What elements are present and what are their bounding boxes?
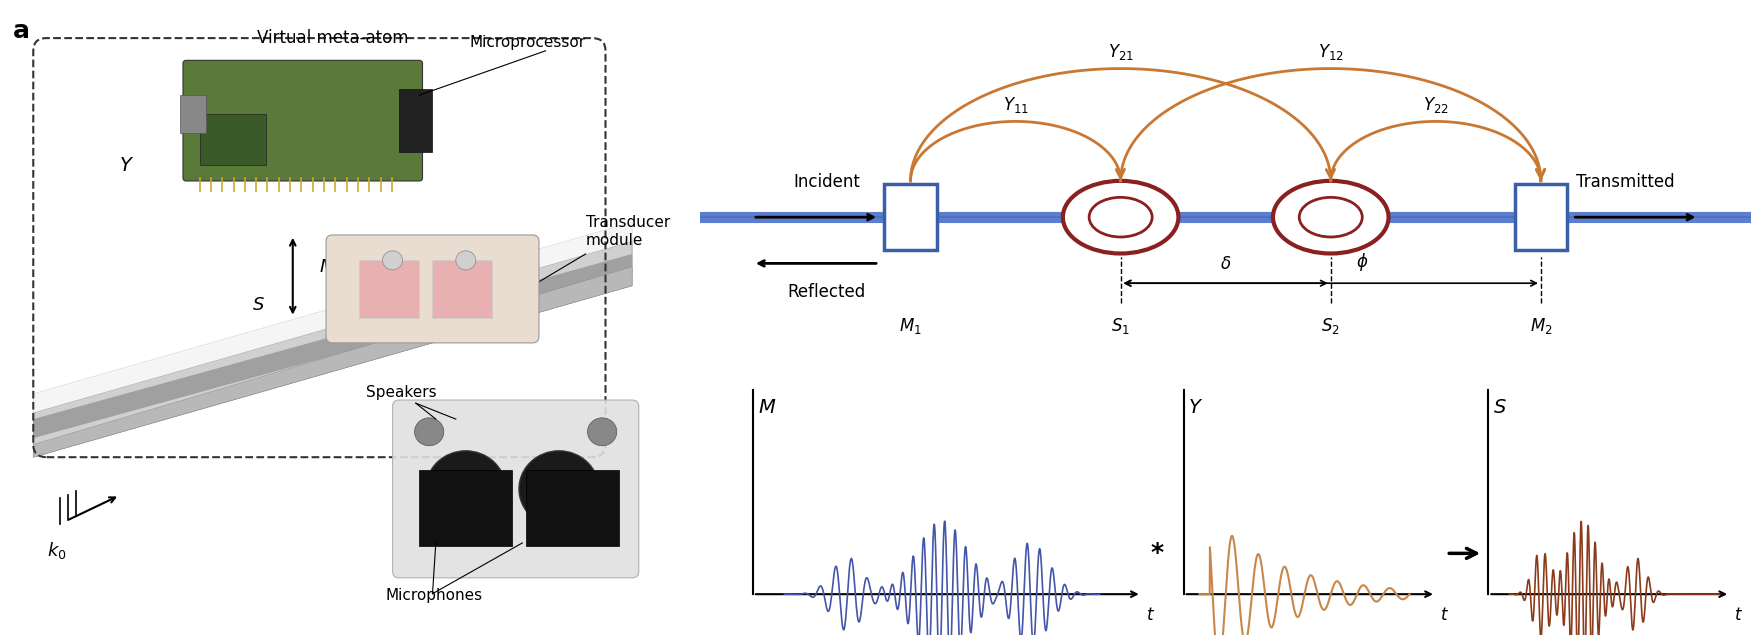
Text: $S_1$: $S_1$ [1112, 316, 1129, 336]
Text: Transducer
module: Transducer module [585, 215, 671, 248]
Circle shape [415, 418, 443, 446]
Polygon shape [33, 254, 632, 438]
Text: M: M [758, 398, 776, 417]
Circle shape [1063, 181, 1178, 253]
Polygon shape [33, 241, 632, 457]
Text: Microphones: Microphones [385, 588, 483, 603]
Text: Y: Y [119, 156, 131, 175]
Circle shape [518, 451, 599, 527]
Text: $Y_{11}$: $Y_{11}$ [1003, 95, 1028, 115]
Bar [180, 95, 207, 133]
Bar [418, 470, 513, 546]
Bar [200, 114, 266, 165]
Text: $Y_{12}$: $Y_{12}$ [1319, 42, 1343, 62]
Circle shape [1299, 197, 1362, 237]
Text: Reflected: Reflected [788, 283, 865, 301]
Text: Incident: Incident [793, 173, 860, 190]
Circle shape [425, 451, 506, 527]
Text: *: * [1150, 542, 1164, 565]
Polygon shape [33, 267, 632, 457]
FancyBboxPatch shape [184, 60, 422, 181]
Text: $M_2$: $M_2$ [1530, 316, 1551, 336]
Bar [399, 89, 432, 152]
Text: $Y_{22}$: $Y_{22}$ [1424, 95, 1448, 115]
FancyBboxPatch shape [392, 400, 639, 578]
Text: S: S [1494, 398, 1506, 417]
Circle shape [588, 418, 616, 446]
Text: Speakers: Speakers [366, 385, 436, 400]
Text: t: t [1441, 606, 1448, 624]
Text: a: a [14, 19, 30, 43]
Circle shape [1089, 197, 1152, 237]
Circle shape [455, 251, 476, 270]
Text: Microprocessor: Microprocessor [469, 35, 585, 50]
Text: t: t [1147, 606, 1154, 624]
Text: Transmitted: Transmitted [1576, 173, 1674, 190]
Text: $k_0$: $k_0$ [47, 540, 67, 561]
Bar [432, 260, 492, 318]
Bar [884, 184, 937, 250]
Text: $Y_{21}$: $Y_{21}$ [1108, 42, 1133, 62]
Circle shape [382, 251, 403, 270]
Bar [359, 260, 418, 318]
Text: t: t [1735, 606, 1742, 624]
Text: S: S [252, 296, 264, 314]
Text: Y: Y [1189, 398, 1201, 417]
Bar [1515, 184, 1567, 250]
Bar [525, 470, 618, 546]
Text: M: M [319, 258, 334, 276]
Text: $\phi$: $\phi$ [1355, 251, 1369, 273]
Text: Virtual meta-atom: Virtual meta-atom [257, 29, 408, 46]
Text: $\delta$: $\delta$ [1220, 255, 1231, 273]
FancyBboxPatch shape [326, 235, 539, 343]
Text: $M_1$: $M_1$ [900, 316, 921, 336]
Polygon shape [33, 222, 632, 413]
Text: $S_2$: $S_2$ [1322, 316, 1340, 336]
Circle shape [1273, 181, 1389, 253]
